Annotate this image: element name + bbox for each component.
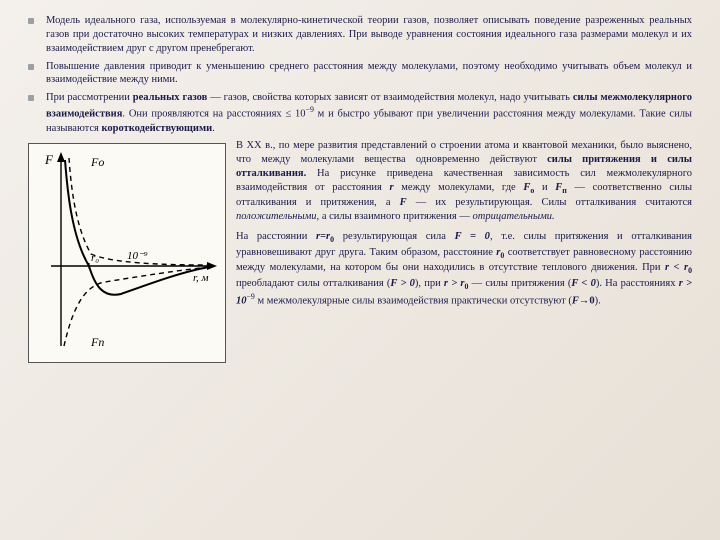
bullet-item: Повышение давления приводит к уменьшению… <box>28 60 692 88</box>
x-axis-label: r, м <box>193 272 209 284</box>
paragraph: В XX в., по мере развития представлений … <box>236 139 692 224</box>
x-axis-arrow <box>207 262 217 270</box>
figure-svg: r₀ 10⁻⁹ F r, м Fо Fп <box>31 146 223 360</box>
paragraph: На расстоянии r=r0 результирующая сила F… <box>236 230 692 308</box>
bullet-item: При рассмотрении реальных газов — газов,… <box>28 91 692 135</box>
bullet-item: Модель идеального газа, используемая в м… <box>28 14 692 56</box>
ten-power-label: 10⁻⁹ <box>127 250 148 262</box>
right-text-column: В XX в., по мере развития представлений … <box>236 139 692 363</box>
attraction-curve <box>64 267 209 346</box>
repulsion-curve <box>69 158 207 265</box>
y-axis-arrow <box>57 152 65 162</box>
document-page: Модель идеального газа, используемая в м… <box>0 0 720 540</box>
figure-text-row: r₀ 10⁻⁹ F r, м Fо Fп В XX в., по мере ра… <box>28 139 692 363</box>
repulsion-label: Fо <box>90 155 104 169</box>
bullet-list: Модель идеального газа, используемая в м… <box>28 14 692 135</box>
attraction-label: Fп <box>90 335 104 349</box>
y-axis-label: F <box>44 152 54 167</box>
resultant-curve <box>65 160 209 295</box>
force-distance-figure: r₀ 10⁻⁹ F r, м Fо Fп <box>28 143 226 363</box>
